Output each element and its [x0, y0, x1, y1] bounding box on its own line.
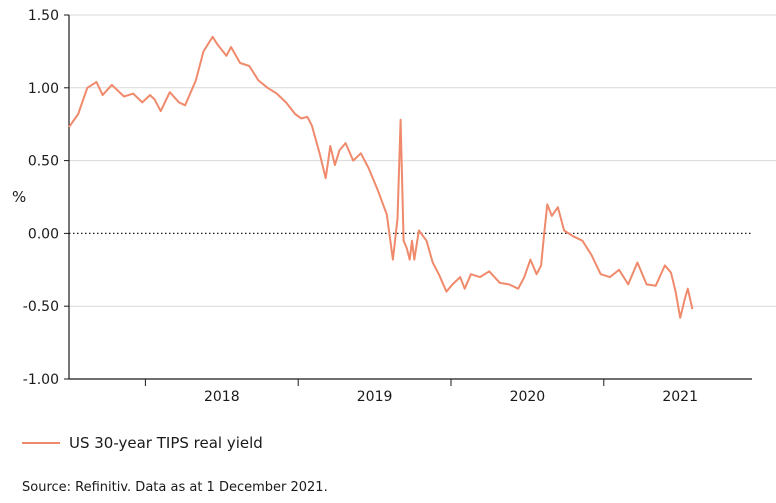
y-axis-label: % — [12, 188, 26, 206]
y-tick-label: -0.50 — [23, 299, 59, 315]
y-tick-label: -1.00 — [23, 372, 59, 388]
y-tick-label: 0.50 — [28, 154, 59, 170]
x-tick-label: 2021 — [662, 389, 698, 405]
legend-label: US 30-year TIPS real yield — [69, 434, 263, 452]
y-tick-label: 1.00 — [28, 81, 59, 97]
x-axis: 2018 2019 2020 2021 — [68, 15, 752, 405]
y-tick-label: 1.50 — [28, 8, 59, 24]
y-tick-label: 0.00 — [28, 226, 59, 242]
series-line — [68, 35, 694, 319]
legend-swatch — [22, 442, 60, 444]
x-tick-label: 2019 — [357, 389, 393, 405]
source-note: Source: Refinitiv. Data as at 1 December… — [22, 480, 328, 495]
chart-area: 1.501.000.500.00-0.50-1.00 2018 2019 2020 2… — [12, 8, 776, 405]
x-tick-label: 2018 — [204, 389, 240, 405]
legend: US 30-year TIPS real yield — [22, 434, 263, 452]
y-axis-ticks: 1.50 1.00 0.50 0.00 -0.50 -1.00 — [23, 8, 69, 388]
x-tick-label: 2020 — [510, 389, 546, 405]
gridlines — [69, 14, 776, 307]
series-layer — [68, 35, 694, 319]
